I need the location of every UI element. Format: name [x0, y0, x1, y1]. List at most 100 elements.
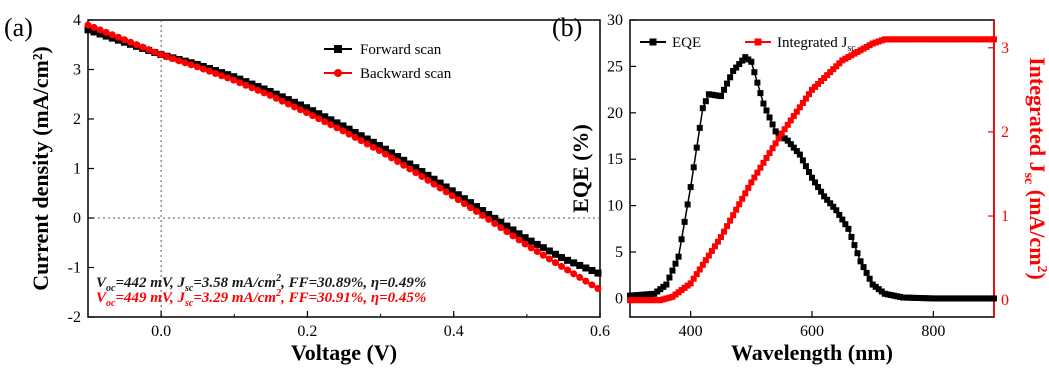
data-point [400, 161, 408, 169]
data-point [827, 69, 834, 76]
data-point [754, 79, 761, 86]
data-point [303, 104, 311, 112]
data-point [942, 36, 949, 43]
data-point [651, 290, 658, 297]
data-point [848, 233, 855, 240]
data-point [224, 74, 232, 82]
data-point [875, 286, 882, 293]
data-point [175, 57, 183, 65]
data-point [836, 211, 843, 218]
data-point [497, 218, 505, 226]
x-tick-label: 0.4 [444, 323, 464, 340]
data-point [375, 147, 383, 155]
data-point [678, 287, 685, 294]
data-point [642, 297, 649, 304]
data-point [912, 36, 919, 43]
data-point [957, 295, 964, 302]
data-point [969, 295, 976, 302]
data-point [296, 106, 304, 114]
data-point [863, 43, 870, 50]
data-point [787, 117, 794, 124]
data-point [724, 223, 731, 230]
y-left-tick-label: 30 [607, 12, 623, 29]
data-point [145, 46, 153, 54]
data-point [576, 273, 584, 281]
data-point [199, 65, 207, 73]
data-point [890, 36, 897, 43]
data-point [790, 113, 797, 120]
y-left-tick-label: 5 [615, 244, 623, 261]
data-point [896, 36, 903, 43]
data-point [903, 36, 910, 43]
data-point [906, 294, 913, 301]
legend-label: Backward scan [360, 66, 452, 82]
data-point [984, 295, 991, 302]
y-right-tick-label: 2 [1001, 124, 1009, 141]
data-point [857, 47, 864, 54]
data-point [327, 121, 335, 129]
data-point [663, 281, 670, 288]
data-point [515, 236, 523, 244]
data-point [745, 56, 752, 63]
data-point [881, 36, 888, 43]
data-point [660, 283, 667, 290]
data-point [942, 295, 949, 302]
data-point [818, 77, 825, 84]
data-point [696, 124, 703, 131]
series-integrated-jsc [627, 36, 997, 304]
data-point [669, 293, 676, 300]
data-point [260, 89, 268, 97]
data-point [630, 297, 637, 304]
legend-marker [649, 38, 657, 46]
legend: EQE Integrated Jsc [640, 35, 856, 54]
x-tick-label: 400 [679, 323, 703, 340]
y-tick-label: 4 [73, 12, 81, 29]
data-point [290, 103, 298, 111]
legend-marker [334, 69, 342, 77]
data-point [809, 174, 815, 181]
data-point [978, 36, 985, 43]
data-point [733, 64, 740, 71]
data-point [708, 91, 715, 98]
data-point [875, 38, 882, 45]
data-point [851, 50, 858, 57]
data-point [627, 292, 633, 299]
data-point [436, 184, 444, 192]
data-point [730, 212, 737, 219]
y-left-tick-label: 25 [607, 58, 623, 75]
data-point [333, 124, 341, 132]
data-point [84, 21, 92, 29]
data-point [254, 86, 262, 94]
data-point [636, 297, 643, 304]
data-point [193, 63, 201, 71]
data-point [918, 295, 925, 302]
series-backward-scan [84, 21, 602, 293]
data-point [315, 110, 323, 118]
data-point [570, 270, 578, 278]
data-point [454, 191, 462, 199]
data-point [960, 36, 967, 43]
data-point [799, 99, 806, 106]
data-point [684, 282, 691, 289]
y-left-tick-label: 10 [607, 198, 623, 215]
data-point [672, 291, 679, 298]
data-point [479, 211, 487, 219]
data-point [903, 294, 910, 301]
data-point [772, 128, 779, 135]
y-tick-label: -1 [68, 260, 81, 277]
data-point [945, 36, 952, 43]
data-point [760, 100, 767, 107]
data-point [278, 97, 286, 105]
data-point [842, 55, 849, 62]
data-point [533, 248, 541, 256]
data-point [757, 164, 764, 171]
data-point [963, 295, 970, 302]
legend-label: Forward scan [360, 42, 442, 58]
data-point [657, 297, 664, 304]
data-point [957, 36, 964, 43]
data-point [657, 286, 664, 293]
y-left-tick-label: 15 [607, 151, 623, 168]
data-point [854, 250, 861, 257]
data-point [339, 122, 347, 130]
y-tick-label: 3 [73, 62, 81, 79]
